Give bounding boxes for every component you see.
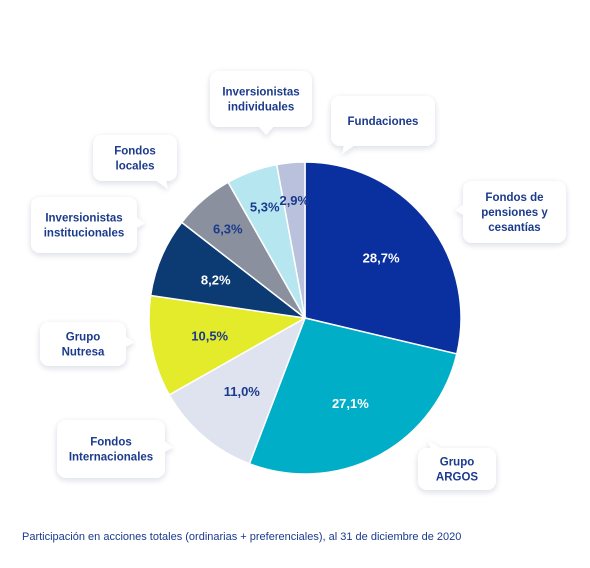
callout-label-line: Inversionistas (45, 213, 122, 225)
slice-value-label: 8,2% (201, 273, 231, 288)
slice-value-label: 27,1% (332, 396, 369, 411)
callout-fondos-de-pensiones-y-cesantias: Fondos de pensiones y cesantías (455, 181, 566, 243)
slice-value-label: 10,5% (191, 328, 228, 343)
slice-value-label: 11,0% (224, 384, 261, 399)
callout-fundaciones: Fundaciones (331, 96, 435, 154)
slice-value-label: 6,3% (213, 221, 243, 236)
slice-label-layer: 28,7% 27,1% 11,0% 10,5% 8,2% 6,3% 5,3% 2,9% (191, 193, 400, 411)
callout-label-line: individuales (228, 102, 294, 114)
pie-slice-fondos-de-pensiones-y-cesantias (304, 161, 462, 355)
callout-inversionistas-individuales: Inversionistas individuales (210, 71, 312, 135)
callout-label-line: institucionales (44, 228, 125, 240)
callout-label-line: Inversionistas (222, 87, 299, 99)
slice-layer (148, 161, 462, 475)
callout-label-line: Fundaciones (348, 116, 419, 128)
slice-value-label: 2,9% (279, 193, 309, 208)
callout-label-line: Fondos (90, 437, 132, 449)
callout-label-line: Fondos de (485, 192, 543, 204)
callout-label-line: pensiones y (481, 207, 548, 219)
callout-label-line: ARGOS (436, 472, 479, 484)
pie-slice-fundaciones (275, 161, 306, 319)
callout-grupo-nutresa: Grupo Nutresa (40, 322, 134, 366)
slice-value-label: 5,3% (250, 200, 280, 215)
chart-footnote: Participación en acciones totales (ordin… (22, 531, 462, 543)
callout-label-line: cesantías (488, 222, 540, 234)
pie-slice-grupo-argos (248, 317, 458, 475)
callout-fondos-locales: Fondos locales (93, 135, 177, 189)
callout-label-line: Internacionales (69, 452, 153, 464)
callout-label-line: Grupo (440, 457, 475, 469)
callout-grupo-argos: Grupo ARGOS (418, 440, 496, 490)
callout-fondos-internacionales: Fondos Internacionales (57, 420, 173, 478)
callout-label-line: Grupo (66, 332, 101, 344)
pie-slice-fondos-internacionales (168, 316, 307, 465)
callout-label-line: Fondos (114, 146, 156, 158)
pie-slice-grupo-nutresa (148, 294, 308, 396)
slice-value-label: 28,7% (363, 250, 400, 265)
callout-label-line: locales (116, 161, 155, 173)
callout-inversionistas-institucionales: Inversionistas institucionales (31, 197, 145, 253)
callout-layer: Fondos de pensiones y cesantías Grupo ARGOS F… (31, 71, 566, 490)
callout-label-line: Nutresa (62, 347, 105, 359)
